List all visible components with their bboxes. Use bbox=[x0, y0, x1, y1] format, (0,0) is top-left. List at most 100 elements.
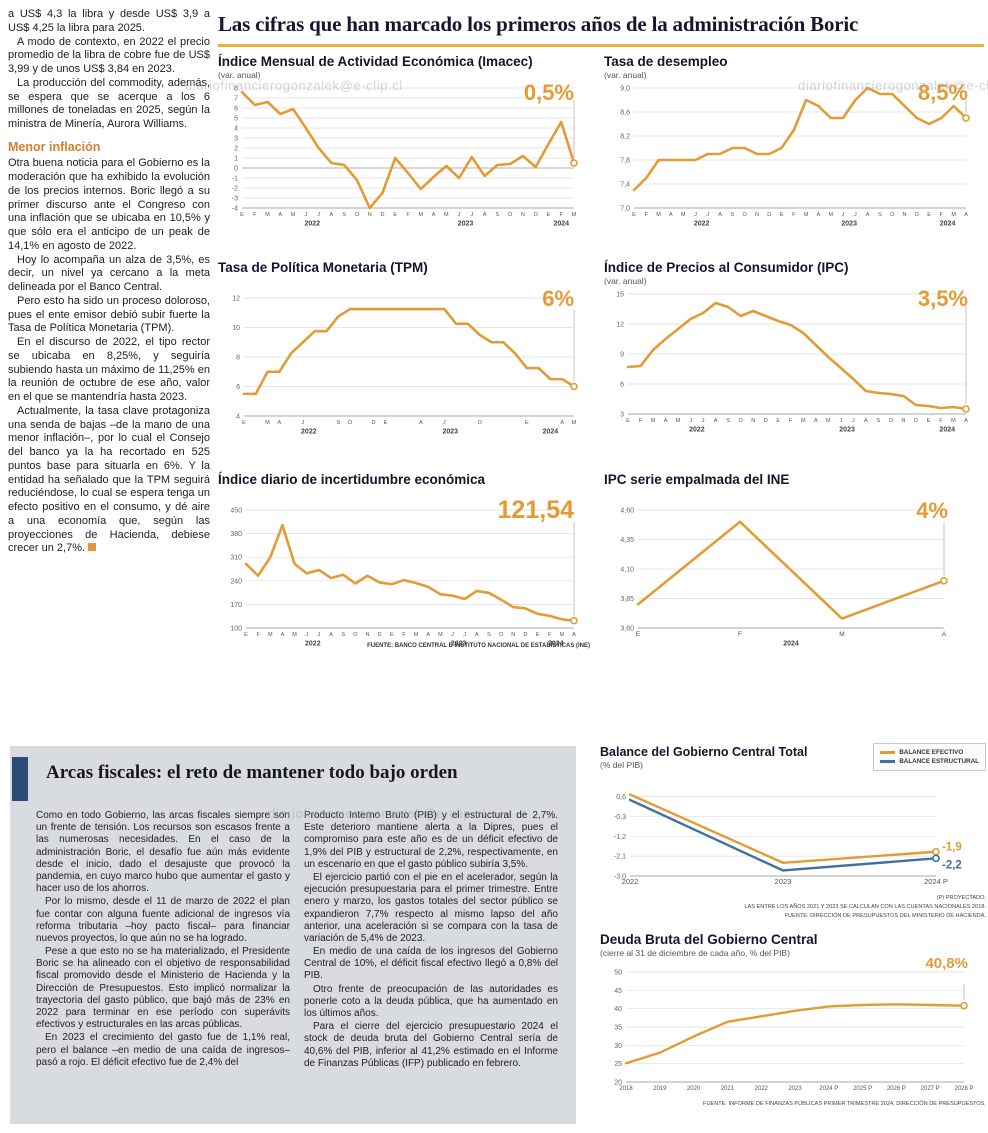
fiscal-paragraph: Pese a que esto no se ha materializado, … bbox=[36, 946, 290, 1031]
svg-text:A: A bbox=[281, 632, 285, 638]
ipc-chart-card: Índice de Precios al Consumidor (IPC) (v… bbox=[604, 260, 984, 438]
svg-text:2022: 2022 bbox=[304, 221, 320, 228]
article-paragraph: A modo de contexto, en 2022 el precio pr… bbox=[8, 35, 210, 76]
fiscal-title: Arcas fiscales: el reto de mantener todo… bbox=[46, 762, 458, 783]
highlight-value: 121,54 bbox=[497, 496, 574, 524]
svg-text:2023: 2023 bbox=[841, 221, 857, 228]
fiscal-paragraph: En 2023 el crecimiento del gasto fue de … bbox=[36, 1032, 290, 1068]
article-subheading: Menor inflación bbox=[8, 139, 101, 154]
svg-text:2024: 2024 bbox=[553, 221, 569, 228]
footnote: LAS ENTRE LOS AÑOS 2021 Y 2023 SE CALCUL… bbox=[744, 903, 986, 910]
svg-text:A: A bbox=[866, 212, 870, 218]
svg-text:-4: -4 bbox=[232, 206, 238, 213]
svg-text:12: 12 bbox=[232, 296, 240, 303]
chart-title: Tasa de desempleo bbox=[604, 54, 728, 69]
svg-text:N: N bbox=[901, 418, 905, 424]
svg-text:D: D bbox=[523, 632, 527, 638]
svg-text:-2,2: -2,2 bbox=[942, 859, 962, 871]
svg-text:E: E bbox=[536, 632, 540, 638]
svg-text:M: M bbox=[828, 212, 833, 218]
svg-text:F: F bbox=[940, 212, 944, 218]
svg-text:J: J bbox=[451, 632, 454, 638]
svg-text:J: J bbox=[305, 632, 308, 638]
svg-text:35: 35 bbox=[614, 1025, 622, 1032]
svg-text:6: 6 bbox=[236, 384, 240, 391]
svg-text:A: A bbox=[560, 420, 564, 426]
svg-text:M: M bbox=[951, 212, 956, 218]
svg-text:O: O bbox=[478, 420, 483, 426]
svg-text:E: E bbox=[244, 632, 248, 638]
svg-text:A: A bbox=[664, 418, 668, 424]
balance-chart-card: Balance del Gobierno Central Total (% de… bbox=[600, 743, 986, 921]
svg-text:4: 4 bbox=[234, 126, 238, 133]
svg-text:F: F bbox=[406, 212, 410, 218]
svg-text:A: A bbox=[330, 212, 334, 218]
svg-text:F: F bbox=[939, 418, 943, 424]
imacec-line-chart: 8 7 6 5 4 3 2 1 0 -1 -2 -3 -4 E F M A M J J A S O N D E F M A M J J A S O N… bbox=[218, 80, 590, 232]
svg-text:-3,0: -3,0 bbox=[614, 874, 626, 881]
legend-item-efectivo: BALANCE EFECTIVO bbox=[880, 749, 979, 756]
svg-text:S: S bbox=[877, 418, 881, 424]
chart-title: Índice Mensual de Actividad Económica (I… bbox=[218, 54, 533, 69]
svg-text:2023: 2023 bbox=[788, 1086, 802, 1092]
svg-text:4: 4 bbox=[236, 414, 240, 421]
svg-text:7,4: 7,4 bbox=[620, 182, 630, 189]
svg-text:2024 P: 2024 P bbox=[819, 1086, 838, 1092]
svg-text:5: 5 bbox=[234, 116, 238, 123]
svg-text:2023: 2023 bbox=[775, 877, 792, 886]
fiscal-column-1: Como en todo Gobierno, las arcas fiscale… bbox=[36, 810, 290, 1071]
svg-text:30: 30 bbox=[614, 1043, 622, 1050]
svg-text:2025 P: 2025 P bbox=[853, 1086, 872, 1092]
deuda-line-chart: 50 45 40 35 30 25 20 2018 2019 2020 2021 2022 2023 20… bbox=[600, 962, 986, 1098]
chart-title: Índice de Precios al Consumidor (IPC) bbox=[604, 260, 849, 275]
svg-text:4,60: 4,60 bbox=[620, 508, 634, 515]
svg-text:100: 100 bbox=[230, 626, 242, 633]
svg-text:3,60: 3,60 bbox=[620, 626, 634, 633]
svg-text:8: 8 bbox=[234, 86, 238, 93]
svg-text:O: O bbox=[889, 418, 894, 424]
desempleo-chart-card: Tasa de desempleo (var. anual) 8,5% 9,0 8… bbox=[604, 54, 984, 232]
svg-text:2: 2 bbox=[234, 146, 238, 153]
main-headline: Las cifras que han marcado los primeros … bbox=[218, 12, 984, 47]
svg-text:2022: 2022 bbox=[694, 221, 710, 228]
highlight-value: 3,5% bbox=[917, 286, 968, 311]
svg-text:E: E bbox=[626, 418, 630, 424]
highlight-value: 40,8% bbox=[925, 955, 968, 972]
svg-text:4,10: 4,10 bbox=[620, 567, 634, 574]
svg-text:F: F bbox=[548, 632, 552, 638]
deuda-source: FUENTE: INFORME DE FINANZAS PÚBLICAS PRI… bbox=[703, 1101, 986, 1107]
chart-title: Tasa de Política Monetaria (TPM) bbox=[218, 260, 428, 275]
svg-text:J: J bbox=[458, 212, 461, 218]
svg-text:A: A bbox=[718, 212, 722, 218]
svg-text:D: D bbox=[915, 212, 919, 218]
svg-text:20: 20 bbox=[614, 1080, 622, 1087]
svg-text:J: J bbox=[317, 212, 320, 218]
svg-text:8: 8 bbox=[236, 355, 240, 362]
svg-text:J: J bbox=[463, 632, 466, 638]
svg-text:-2,1: -2,1 bbox=[614, 854, 626, 861]
fiscal-paragraph: Por lo mismo, desde el 11 de marzo de 20… bbox=[36, 896, 290, 944]
svg-text:N: N bbox=[755, 212, 759, 218]
svg-text:E: E bbox=[927, 212, 931, 218]
svg-text:E: E bbox=[390, 632, 394, 638]
svg-text:3: 3 bbox=[234, 136, 238, 143]
svg-text:-1,9: -1,9 bbox=[942, 842, 962, 854]
svg-text:M: M bbox=[291, 212, 296, 218]
svg-text:-1,2: -1,2 bbox=[614, 834, 626, 841]
svg-text:J: J bbox=[839, 418, 842, 424]
svg-text:2018: 2018 bbox=[619, 1086, 633, 1092]
svg-text:A: A bbox=[942, 631, 947, 638]
svg-text:2022: 2022 bbox=[622, 877, 639, 886]
svg-text:A: A bbox=[475, 632, 479, 638]
svg-text:D: D bbox=[378, 632, 382, 638]
svg-text:F: F bbox=[645, 212, 649, 218]
svg-text:N: N bbox=[365, 632, 369, 638]
svg-text:J: J bbox=[689, 418, 692, 424]
balance-footnotes: (P) PROYECTADO. LAS ENTRE LOS AÑOS 2021 … bbox=[600, 894, 986, 921]
ipc-empalmada-line-chart: 4,60 4,35 4,10 3,85 3,60 E F M A 2024 bbox=[604, 500, 984, 652]
svg-text:E: E bbox=[242, 420, 246, 426]
chart-subtitle: (cierre al 31 de diciembre de cada año, … bbox=[600, 948, 790, 958]
